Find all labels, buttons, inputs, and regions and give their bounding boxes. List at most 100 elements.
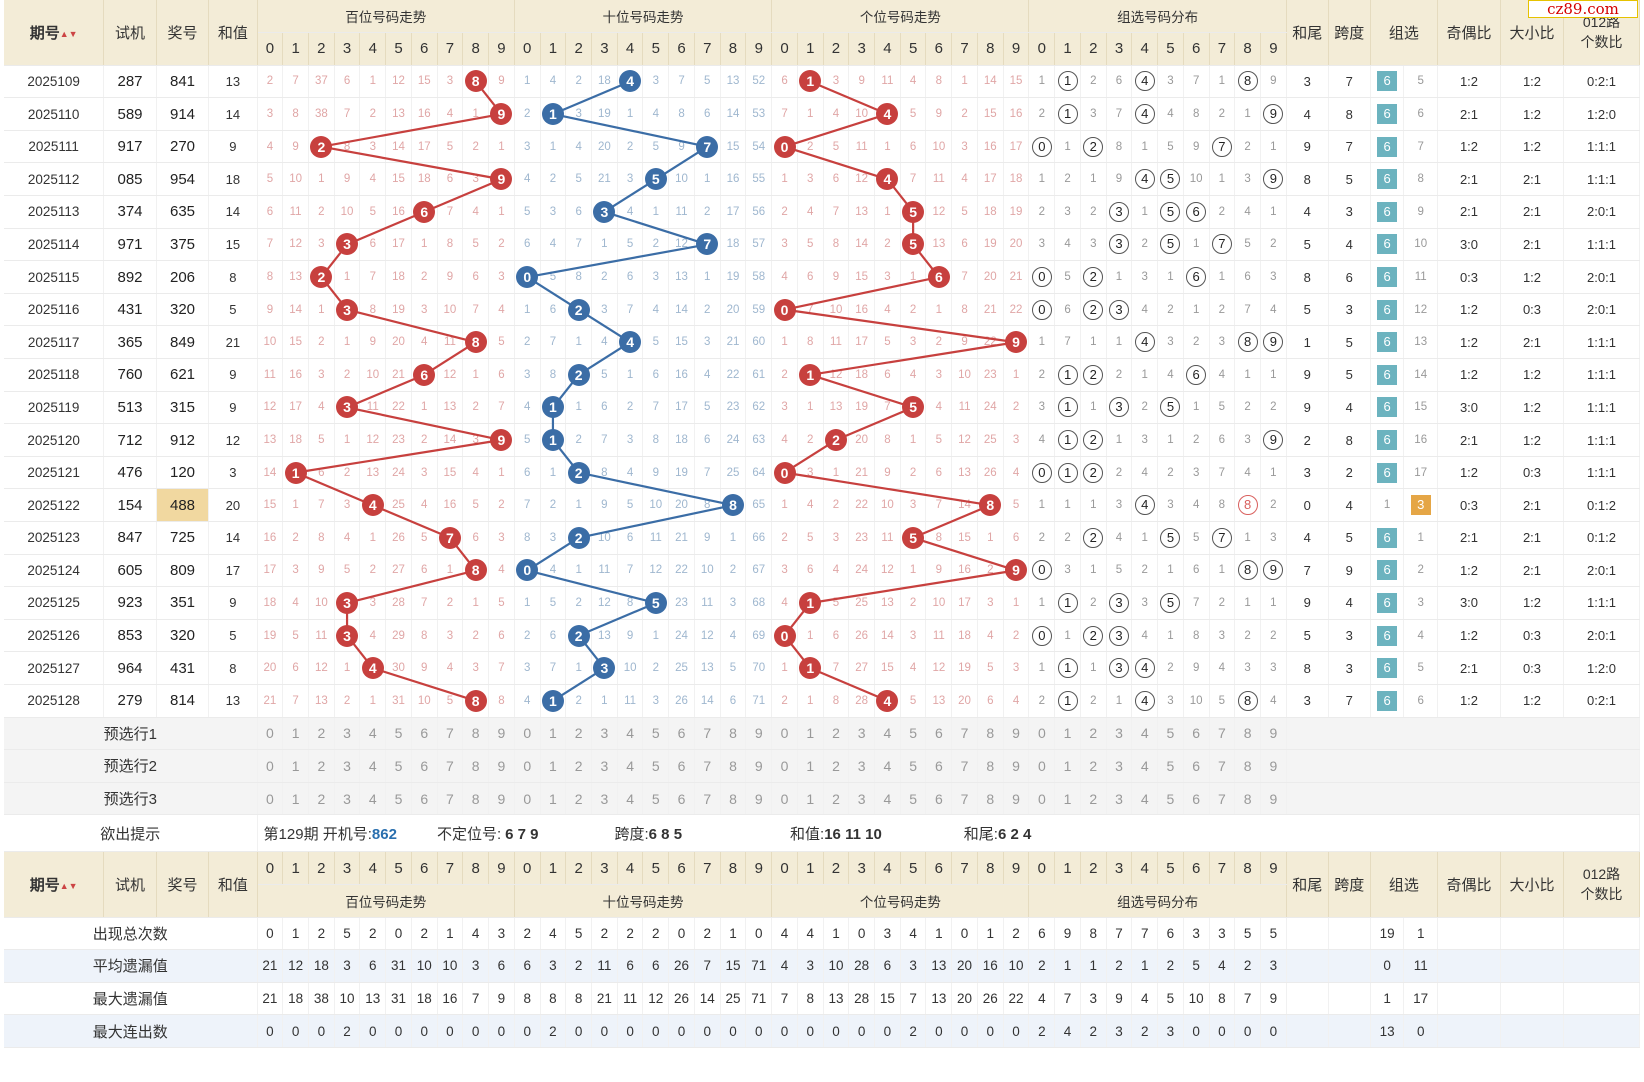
preselect-digit[interactable]: 6 <box>1183 782 1210 816</box>
preselect-digit[interactable]: 1 <box>540 717 567 751</box>
preselect-digit[interactable]: 5 <box>1157 717 1184 751</box>
period-header[interactable]: 期号▲▼ <box>4 851 105 918</box>
preselect-digit[interactable]: 4 <box>1131 717 1159 751</box>
preselect-digit[interactable]: 5 <box>900 749 927 783</box>
preselect-digit[interactable]: 1 <box>1054 717 1081 751</box>
preselect-digit[interactable]: 6 <box>411 749 438 783</box>
preselect-digit[interactable]: 8 <box>720 782 747 816</box>
preselect-digit[interactable]: 6 <box>668 717 695 751</box>
preselect-digit[interactable]: 5 <box>385 749 412 783</box>
preselect-digit[interactable]: 4 <box>874 749 901 783</box>
preselect-digit[interactable]: 4 <box>1131 782 1159 816</box>
preselect-digit[interactable]: 3 <box>848 782 876 816</box>
preselect-digit[interactable]: 5 <box>1157 782 1184 816</box>
preselect-digit[interactable]: 2 <box>308 717 335 751</box>
preselect-digit[interactable]: 3 <box>591 782 618 816</box>
preselect-digit[interactable]: 0 <box>1028 749 1056 783</box>
preselect-digit[interactable]: 9 <box>1260 717 1287 751</box>
preselect-digit[interactable]: 5 <box>642 749 670 783</box>
preselect-digit[interactable]: 9 <box>1003 782 1030 816</box>
preselect-digit[interactable]: 2 <box>1080 782 1107 816</box>
preselect-digit[interactable]: 6 <box>925 749 953 783</box>
preselect-digit[interactable]: 4 <box>359 717 387 751</box>
preselect-digit[interactable]: 4 <box>874 717 901 751</box>
preselect-digit[interactable]: 3 <box>591 749 618 783</box>
preselect-digit[interactable]: 8 <box>720 717 747 751</box>
preselect-digit[interactable]: 8 <box>977 749 1004 783</box>
preselect-digit[interactable]: 7 <box>694 782 721 816</box>
site-logo[interactable]: cz89.com <box>1528 0 1638 18</box>
preselect-digit[interactable]: 7 <box>437 717 464 751</box>
preselect-digit[interactable]: 2 <box>308 749 335 783</box>
preselect-digit[interactable]: 4 <box>1131 749 1159 783</box>
preselect-digit[interactable]: 4 <box>874 782 901 816</box>
preselect-digit[interactable]: 0 <box>257 782 284 816</box>
preselect-digit[interactable]: 4 <box>617 717 644 751</box>
preselect-digit[interactable]: 8 <box>462 749 490 783</box>
preselect-digit[interactable]: 0 <box>514 782 541 816</box>
preselect-digit[interactable]: 9 <box>745 782 773 816</box>
preselect-digit[interactable]: 3 <box>334 782 361 816</box>
preselect-digit[interactable]: 9 <box>488 717 515 751</box>
preselect-digit[interactable]: 9 <box>1260 782 1287 816</box>
preselect-digit[interactable]: 2 <box>823 782 850 816</box>
preselect-digit[interactable]: 7 <box>951 717 978 751</box>
preselect-digit[interactable]: 1 <box>282 782 309 816</box>
preselect-digit[interactable]: 6 <box>411 717 438 751</box>
preselect-digit[interactable]: 8 <box>1234 782 1261 816</box>
preselect-digit[interactable]: 0 <box>257 717 284 751</box>
period-header[interactable]: 期号▲▼ <box>4 0 105 66</box>
preselect-digit[interactable]: 6 <box>1183 749 1210 783</box>
preselect-digit[interactable]: 7 <box>437 782 464 816</box>
preselect-digit[interactable]: 9 <box>1260 749 1287 783</box>
preselect-digit[interactable]: 3 <box>848 749 876 783</box>
preselect-digit[interactable]: 0 <box>771 782 798 816</box>
preselect-digit[interactable]: 9 <box>745 749 773 783</box>
preselect-digit[interactable]: 0 <box>771 749 798 783</box>
preselect-digit[interactable]: 7 <box>437 749 464 783</box>
preselect-digit[interactable]: 6 <box>925 782 953 816</box>
preselect-digit[interactable]: 3 <box>591 717 618 751</box>
preselect-digit[interactable]: 1 <box>1054 749 1081 783</box>
sort-icon[interactable]: ▲▼ <box>59 28 78 39</box>
preselect-digit[interactable]: 2 <box>565 782 593 816</box>
preselect-digit[interactable]: 0 <box>1028 717 1056 751</box>
preselect-digit[interactable]: 2 <box>308 782 335 816</box>
preselect-digit[interactable]: 2 <box>1080 717 1107 751</box>
preselect-digit[interactable]: 1 <box>540 749 567 783</box>
preselect-digit[interactable]: 6 <box>1183 717 1210 751</box>
preselect-digit[interactable]: 8 <box>462 782 490 816</box>
preselect-digit[interactable]: 1 <box>797 717 824 751</box>
preselect-digit[interactable]: 6 <box>668 749 695 783</box>
preselect-digit[interactable]: 2 <box>823 749 850 783</box>
preselect-digit[interactable]: 8 <box>462 717 490 751</box>
preselect-digit[interactable]: 5 <box>385 782 412 816</box>
preselect-digit[interactable]: 1 <box>1054 782 1081 816</box>
preselect-digit[interactable]: 8 <box>720 749 747 783</box>
preselect-digit[interactable]: 5 <box>1157 749 1184 783</box>
preselect-digit[interactable]: 7 <box>1209 749 1236 783</box>
preselect-digit[interactable]: 3 <box>334 717 361 751</box>
preselect-digit[interactable]: 3 <box>848 717 876 751</box>
preselect-digit[interactable]: 7 <box>951 749 978 783</box>
preselect-digit[interactable]: 2 <box>823 717 850 751</box>
preselect-digit[interactable]: 5 <box>900 717 927 751</box>
preselect-digit[interactable]: 4 <box>359 749 387 783</box>
preselect-digit[interactable]: 0 <box>771 717 798 751</box>
preselect-digit[interactable]: 5 <box>642 782 670 816</box>
preselect-digit[interactable]: 5 <box>642 717 670 751</box>
preselect-digit[interactable]: 4 <box>359 782 387 816</box>
preselect-digit[interactable]: 1 <box>540 782 567 816</box>
preselect-digit[interactable]: 8 <box>977 717 1004 751</box>
preselect-digit[interactable]: 7 <box>1209 782 1236 816</box>
preselect-digit[interactable]: 7 <box>951 782 978 816</box>
preselect-digit[interactable]: 3 <box>334 749 361 783</box>
preselect-digit[interactable]: 7 <box>1209 717 1236 751</box>
preselect-digit[interactable]: 9 <box>488 749 515 783</box>
preselect-digit[interactable]: 7 <box>694 749 721 783</box>
preselect-digit[interactable]: 4 <box>617 782 644 816</box>
sort-icon[interactable]: ▲▼ <box>59 880 78 891</box>
preselect-digit[interactable]: 0 <box>1028 782 1056 816</box>
preselect-digit[interactable]: 6 <box>668 782 695 816</box>
preselect-digit[interactable]: 9 <box>1003 717 1030 751</box>
